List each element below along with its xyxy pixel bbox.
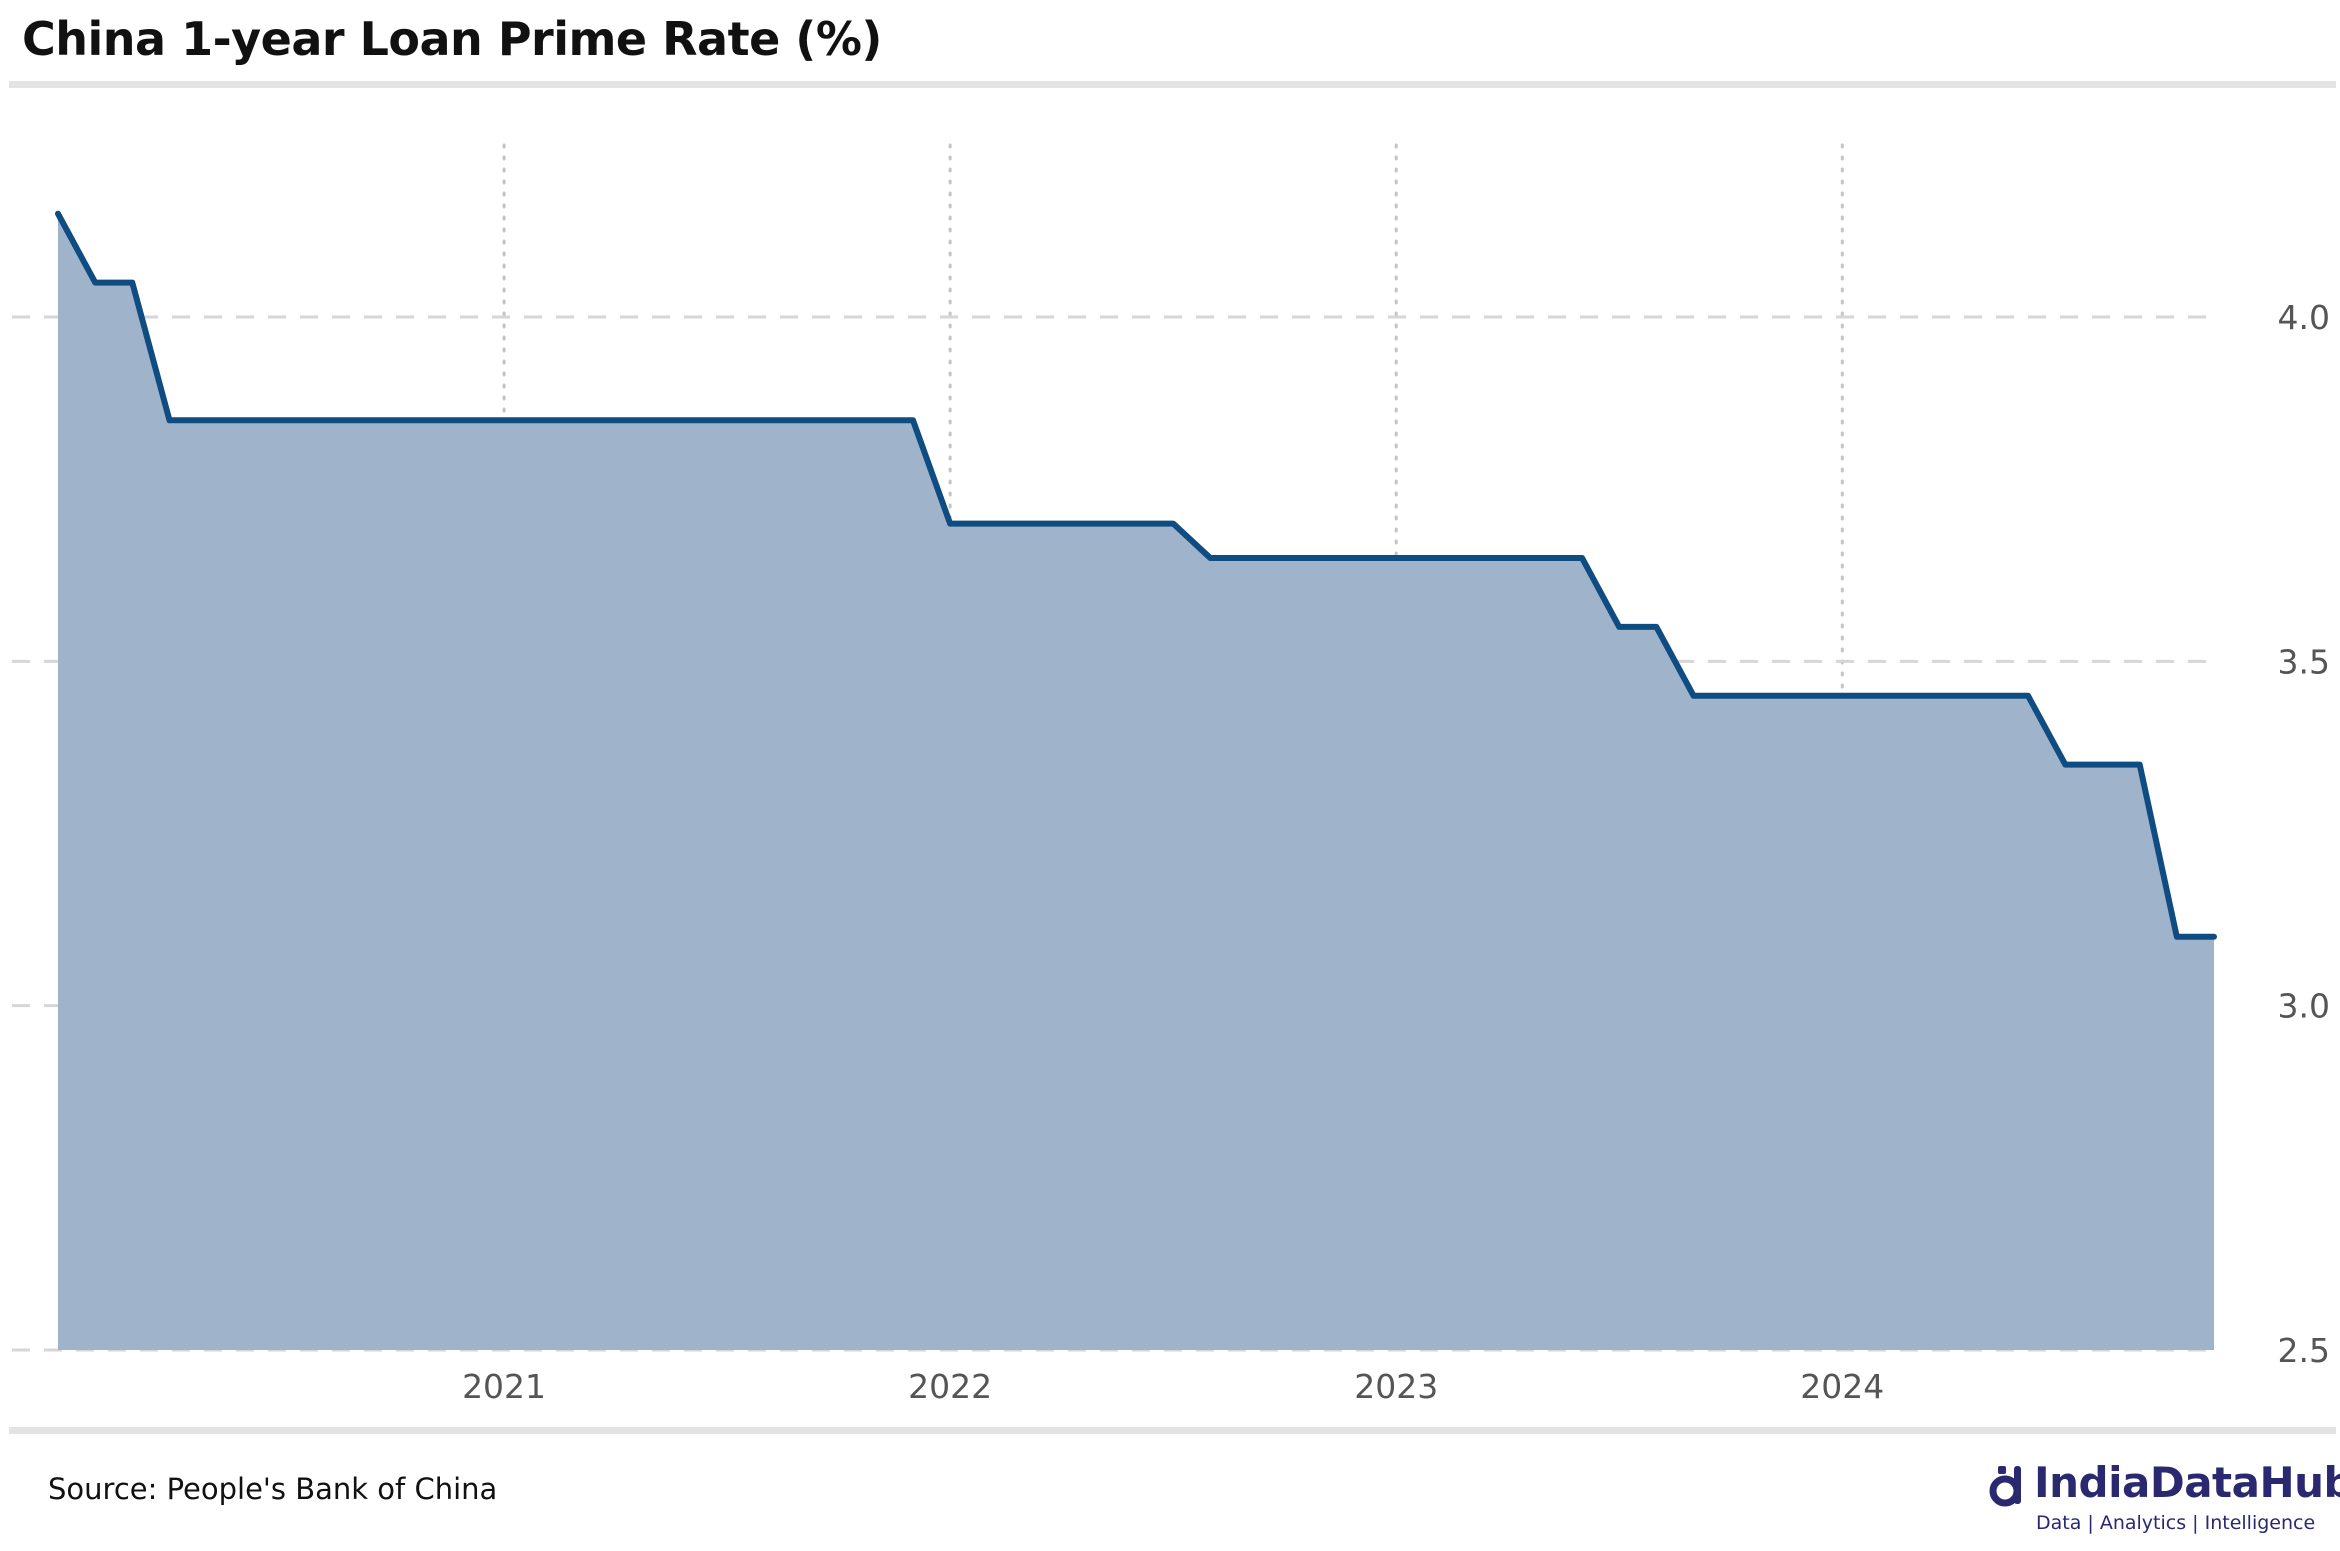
x-tick-label-2021: 2021: [462, 1367, 546, 1406]
x-tick-label-2024: 2024: [1800, 1367, 1884, 1406]
brand-mark-icon: [1989, 1466, 2021, 1507]
brand-logo: IndiaDataHub Data | Analytics | Intellig…: [1988, 1456, 2340, 1536]
y-tick-label-3.5: 3.5: [2278, 642, 2330, 681]
brand-tagline: Data | Analytics | Intelligence: [2036, 1512, 2316, 1534]
brand-name: IndiaDataHub: [2034, 1458, 2340, 1507]
y-axis-tick-labels: 2.5 3.0 3.5 4.0: [2278, 298, 2330, 1370]
source-note: Source: People's Bank of China: [48, 1472, 498, 1506]
y-tick-label-3.0: 3.0: [2278, 987, 2330, 1026]
x-tick-label-2022: 2022: [908, 1367, 992, 1406]
x-tick-label-2023: 2023: [1354, 1367, 1438, 1406]
title-divider: [9, 81, 2336, 88]
series-line: [55, 210, 2217, 940]
y-tick-label-2.5: 2.5: [2278, 1331, 2330, 1370]
y-tick-label-4.0: 4.0: [2278, 298, 2330, 337]
chart-title: China 1-year Loan Prime Rate (%): [22, 12, 882, 66]
chart-area: 2021 2022 2023 2024 2.5 3.0 3.5 4.0: [12, 143, 2330, 1406]
series-area-fill: [58, 213, 2214, 1351]
x-axis-tick-labels: 2021 2022 2023 2024: [462, 1367, 1884, 1406]
footer-divider: [9, 1427, 2336, 1434]
